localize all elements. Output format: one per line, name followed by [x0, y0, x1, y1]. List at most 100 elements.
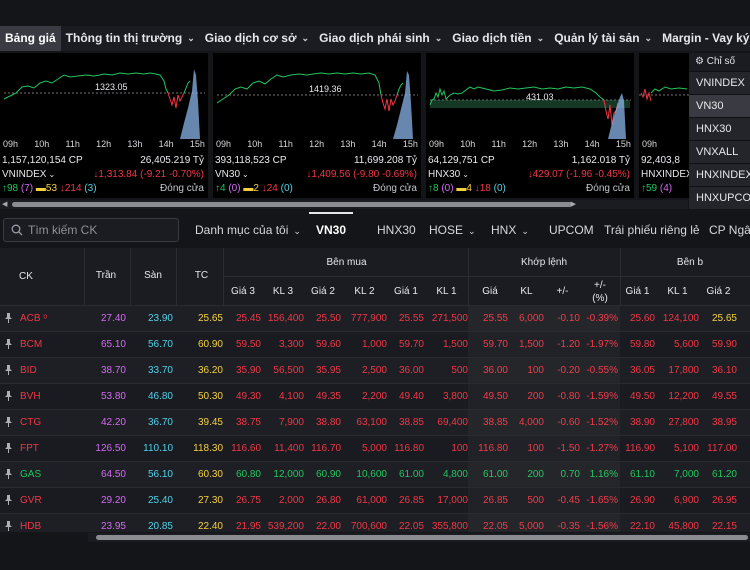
- cell-skl1: 5,600: [673, 339, 699, 350]
- nav-item-5[interactable]: Quản lý tài sản ⌄: [549, 26, 657, 51]
- tab-1[interactable]: VN30: [308, 212, 354, 248]
- tab-7[interactable]: CP Ngân: [709, 212, 750, 248]
- time-tick: 14h: [584, 139, 600, 149]
- vn30-time-axis: 09h 10h 11h 12h 13h 14h 15h: [213, 139, 421, 149]
- tab-4[interactable]: HNX ⌄: [491, 212, 529, 248]
- tab-2[interactable]: HNX30: [377, 212, 416, 248]
- scroll-left-icon[interactable]: ◀: [2, 201, 8, 208]
- hnxindex-name[interactable]: HNXINDEX: [641, 169, 689, 180]
- cell-skl1: 5,100: [673, 443, 699, 454]
- pin-icon[interactable]: [4, 521, 13, 531]
- index-chart-vn30[interactable]: 1419.36 09h 10h 11h 12h 13h 14h 15h 393,118,52…: [213, 53, 421, 198]
- index-chart-hnx30[interactable]: 431.03 09h 10h 11h 12h 13h 14h 15h 64,129,751 …: [426, 53, 634, 198]
- index-list-item-vnindex[interactable]: VNINDEX: [689, 71, 750, 94]
- cell-pm: 0.70: [560, 469, 580, 480]
- match-column-bg: [468, 384, 620, 409]
- stock-symbol[interactable]: BVH: [20, 391, 41, 402]
- pin-icon[interactable]: [4, 417, 13, 427]
- nav-item-1[interactable]: Thông tin thị trường ⌄: [61, 26, 200, 51]
- table-row[interactable]: HDB 23.95 20.85 22.40 21.95 539,200 22.00 700,6…: [0, 513, 750, 532]
- table-row[interactable]: CTG 42.20 36.70 39.45 38.75 7,900 38.80 63,100 3…: [0, 409, 750, 435]
- pin-icon[interactable]: [4, 469, 13, 479]
- cell-g2: 116.70: [311, 443, 341, 454]
- table-row[interactable]: BCM 65.10 56.70 60.90 59.50 3,300 59.60 1,000 59…: [0, 331, 750, 357]
- nav-item-6[interactable]: Margin - Vay ký quỹ⌄: [657, 26, 750, 51]
- charts-scrollbar[interactable]: ◀ ▶: [0, 200, 688, 209]
- index-chart-hnxindex[interactable]: 09h 92,403,8 HNXINDEX ↑59 (4): [639, 53, 689, 198]
- table-scrollbar[interactable]: [88, 533, 750, 542]
- cell-mg: 49.50: [482, 391, 508, 402]
- cell-kl3: 4,100: [278, 391, 304, 402]
- hnx30-name[interactable]: HNX30 ⌄: [428, 169, 469, 180]
- vn30-change: ↓1,409.56 (-9.80 -0.69%): [306, 169, 417, 180]
- col-header-skl1: KL 1: [667, 286, 688, 297]
- tab-6[interactable]: Trái phiếu riêng lẻ: [604, 212, 700, 248]
- col-header-g1: Giá 1: [394, 286, 418, 297]
- nav-item-4[interactable]: Giao dịch tiền ⌄: [447, 26, 549, 51]
- vnindex-name[interactable]: VNINDEX ⌄: [2, 169, 55, 180]
- stock-symbol[interactable]: CTG: [20, 417, 42, 428]
- tab-0[interactable]: Danh mục của tôi ⌄: [195, 212, 301, 248]
- stock-symbol[interactable]: FPT: [20, 443, 39, 454]
- tab-3[interactable]: HOSE ⌄: [429, 212, 476, 248]
- pin-icon[interactable]: [4, 313, 13, 323]
- table-row[interactable]: GAS 64.50 56.10 60.30 60.80 12,000 60.90 10,600…: [0, 461, 750, 487]
- index-list-item-vnxall[interactable]: VNXALL: [689, 140, 750, 163]
- pin-icon[interactable]: [4, 443, 13, 453]
- scroll-right-icon[interactable]: ▶: [570, 201, 576, 208]
- stock-symbol[interactable]: HDB: [20, 521, 42, 532]
- cell-g3: 35.90: [235, 365, 261, 376]
- table-row[interactable]: BID 38.70 33.70 36.20 35.90 56,500 35.95 2,500 3…: [0, 357, 750, 383]
- vnindex-sparkline: [3, 69, 205, 139]
- pin-icon[interactable]: [4, 495, 13, 505]
- stock-symbol[interactable]: BID: [20, 365, 37, 376]
- tab-label: HNX: [491, 223, 517, 237]
- pin-icon[interactable]: [4, 365, 13, 375]
- cell-kl3: 2,000: [278, 495, 304, 506]
- index-list-item-hnx30[interactable]: HNX30: [689, 117, 750, 140]
- index-list-item-hnxupcom[interactable]: HNXUPCOM: [689, 186, 750, 209]
- stock-symbol[interactable]: BCM: [20, 339, 43, 350]
- cell-skl2: [738, 514, 750, 532]
- cell-kl2: 777,900: [350, 313, 387, 324]
- cell-skl2: [738, 488, 750, 513]
- stock-symbol[interactable]: GVR: [20, 495, 42, 506]
- ref-bar-icon: ▬: [456, 183, 467, 194]
- stock-symbol[interactable]: GAS: [20, 469, 42, 480]
- cell-pct: -1.59%: [586, 391, 618, 402]
- cell-kl3: 12,000: [273, 469, 304, 480]
- cell-kl1: 1,500: [442, 339, 468, 350]
- table-row[interactable]: ACB ᵒ 27.40 23.90 25.65 25.45 156,400 25.50 777…: [0, 305, 750, 331]
- charts-scrollbar-thumb[interactable]: [12, 202, 572, 207]
- hnx30-status: Đóng cửa: [586, 183, 630, 194]
- cell-san: 33.70: [147, 365, 173, 376]
- table-scrollbar-thumb[interactable]: [96, 535, 748, 540]
- nav-item-3[interactable]: Giao dịch phái sinh ⌄: [314, 26, 447, 51]
- stock-symbol[interactable]: ACB ᵒ: [20, 313, 48, 324]
- time-tick: 09h: [429, 139, 445, 149]
- time-tick: 14h: [158, 139, 174, 149]
- cell-san: 46.80: [147, 391, 173, 402]
- cell-skl1: 27,800: [668, 417, 699, 428]
- index-list-item-hnxindex[interactable]: HNXINDEX: [689, 163, 750, 186]
- cell-pm: -0.20: [557, 365, 580, 376]
- vnindex-ref-count: 53: [45, 183, 58, 194]
- table-row[interactable]: GVR 29.20 25.40 27.30 26.75 2,000 26.80 61,000 2…: [0, 487, 750, 513]
- pin-icon[interactable]: [4, 391, 13, 401]
- cell-tc: 60.90: [197, 339, 223, 350]
- gear-icon[interactable]: ⚙: [695, 56, 704, 67]
- index-chart-vnindex[interactable]: 1323.05 09h 10h 11h 12h 13h 14h 15h 1,157,120,…: [0, 53, 208, 198]
- tab-label: Trái phiếu riêng lẻ: [604, 223, 700, 237]
- table-row[interactable]: BVH 53.80 46.80 50.30 49.30 4,100 49.35 2,200 49…: [0, 383, 750, 409]
- cell-kl2: 700,600: [350, 521, 387, 532]
- tab-5[interactable]: UPCOM: [549, 212, 594, 248]
- table-row[interactable]: FPT 126.50 110.10 118.30 116.60 11,400 116.70 5…: [0, 435, 750, 461]
- nav-item-2[interactable]: Giao dịch cơ sở ⌄: [200, 26, 314, 51]
- pin-icon[interactable]: [4, 339, 13, 349]
- nav-item-0[interactable]: Bảng giá: [0, 26, 61, 51]
- vn30-name[interactable]: VN30 ⌄: [215, 169, 249, 180]
- search-box[interactable]: [3, 218, 179, 242]
- cell-g3: 49.30: [235, 391, 261, 402]
- index-list-item-vn30[interactable]: VN30: [689, 94, 750, 117]
- search-input[interactable]: [28, 222, 173, 238]
